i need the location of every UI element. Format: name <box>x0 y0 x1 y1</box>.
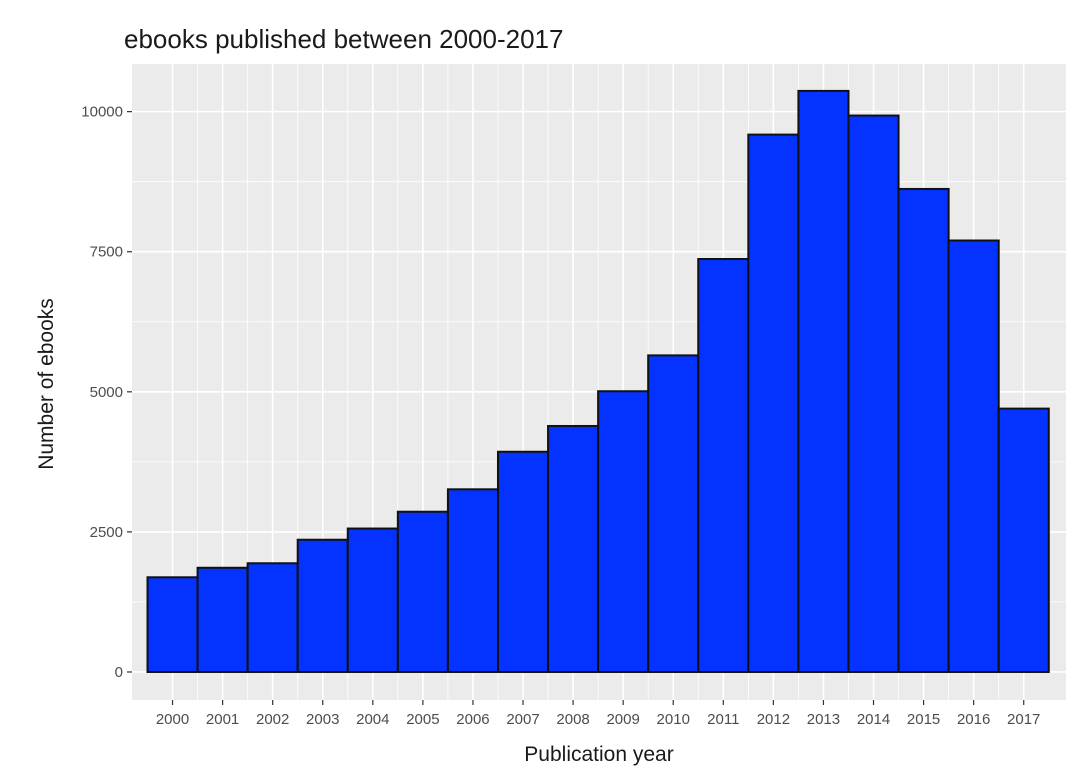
bar-2008 <box>547 424 600 673</box>
x-tick-label: 2011 <box>707 711 739 728</box>
bars <box>146 89 1050 673</box>
x-tick-label: 2014 <box>857 711 890 728</box>
x-tick-label: 2003 <box>306 711 339 728</box>
y-tick-label: 0 <box>115 664 123 681</box>
x-tick-label: 2010 <box>657 711 690 728</box>
x-tick-label: 2013 <box>807 711 840 728</box>
bar-2017 <box>997 407 1050 673</box>
x-tick-label: 2016 <box>957 711 990 728</box>
bar-2001 <box>196 566 249 673</box>
x-tick-label: 2008 <box>556 711 589 728</box>
bar-2006 <box>446 488 499 673</box>
bar-2003 <box>296 538 349 673</box>
bar-2000 <box>146 576 199 673</box>
y-tick-label: 2500 <box>90 524 123 541</box>
x-tick-label: 2007 <box>506 711 539 728</box>
x-tick-label: 2015 <box>907 711 940 728</box>
bar-2015 <box>897 187 950 673</box>
bar-2002 <box>246 562 299 673</box>
chart-title: ebooks published between 2000-2017 <box>124 24 564 54</box>
x-tick-label: 2017 <box>1007 711 1040 728</box>
bar-2014 <box>847 114 900 673</box>
x-tick-label: 2000 <box>156 711 189 728</box>
bar-2011 <box>697 258 750 673</box>
x-tick-label: 2001 <box>206 711 239 728</box>
bar-2010 <box>647 354 700 673</box>
x-tick-label: 2012 <box>757 711 790 728</box>
x-tick-label: 2005 <box>406 711 439 728</box>
bar-2004 <box>346 527 399 673</box>
bar-2012 <box>747 133 800 673</box>
bar-2016 <box>947 239 1000 673</box>
x-axis-title: Publication year <box>524 743 674 766</box>
x-tick-label: 2006 <box>456 711 489 728</box>
x-tick-label: 2009 <box>606 711 639 728</box>
y-tick-label: 5000 <box>90 384 123 401</box>
bar-2013 <box>797 89 850 673</box>
bar-2007 <box>496 450 550 673</box>
bar-2005 <box>396 510 449 673</box>
bar-2009 <box>597 390 650 673</box>
y-tick-label: 10000 <box>81 104 123 121</box>
y-tick-label: 7500 <box>90 244 123 261</box>
x-tick-label: 2002 <box>256 711 289 728</box>
axes: 0 2500 5000 7500 10000 2000 2001 2002 2003 2004 20… <box>81 104 1040 728</box>
x-tick-label: 2004 <box>356 711 389 728</box>
